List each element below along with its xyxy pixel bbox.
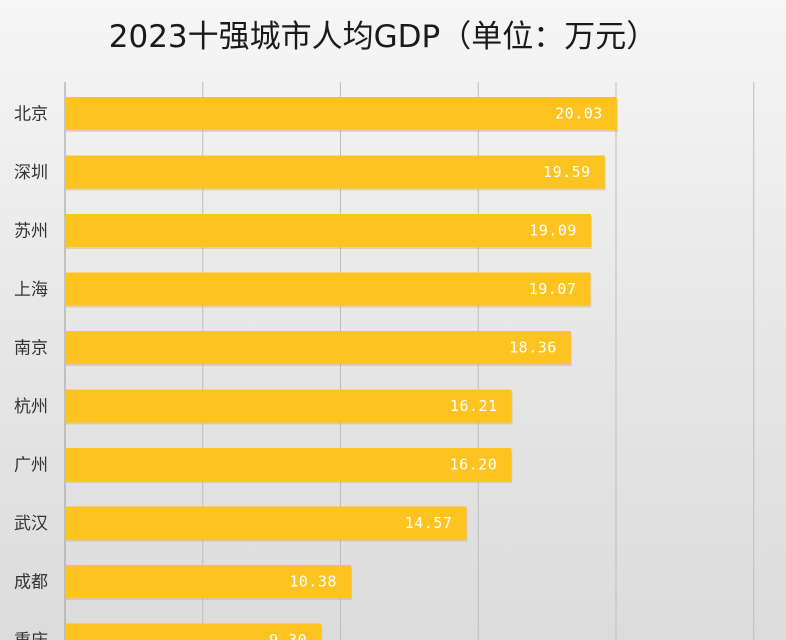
bar	[65, 389, 512, 423]
bar	[65, 155, 605, 189]
value-label: 16.21	[450, 397, 498, 415]
value-label: 10.38	[289, 573, 337, 591]
bar	[65, 272, 591, 306]
value-label: 19.07	[529, 280, 577, 298]
chart-title: 2023十强城市人均GDP（单位：万元）	[109, 19, 657, 55]
bar	[65, 448, 512, 481]
category-label: 武汉	[14, 514, 48, 534]
bar	[65, 97, 617, 130]
value-label: 20.03	[555, 105, 603, 123]
bar-row: 苏州 19.09	[14, 214, 592, 249]
category-label: 成都	[14, 573, 48, 593]
value-label: 16.20	[450, 456, 498, 474]
category-label: 苏州	[14, 222, 48, 242]
value-label: 14.57	[405, 514, 453, 532]
category-label: 重庆	[14, 631, 48, 640]
bar-row: 北京 20.03	[14, 97, 618, 132]
value-label: 19.59	[543, 163, 591, 181]
bar	[65, 565, 351, 598]
category-label: 深圳	[14, 163, 48, 183]
category-label: 南京	[14, 339, 48, 359]
bar	[65, 214, 591, 247]
category-label: 北京	[14, 105, 48, 125]
bar-row: 上海 19.07	[14, 272, 592, 308]
bar-row: 重庆 9.30	[14, 623, 323, 640]
category-label: 上海	[14, 280, 48, 300]
bar	[65, 506, 467, 540]
value-label: 18.36	[509, 339, 557, 357]
bars: 北京 20.03 深圳 19.59 苏州 19.09 上海 19.07 南京 18.36 杭州 16.…	[14, 97, 618, 640]
category-label: 杭州	[14, 397, 48, 417]
bar-row: 成都 10.38	[14, 565, 352, 600]
value-label: 9.30	[269, 631, 307, 640]
bar-row: 南京 18.36	[14, 331, 572, 366]
category-label: 广州	[14, 456, 48, 476]
bar	[65, 623, 322, 640]
bar-row: 深圳 19.59	[14, 155, 606, 191]
value-label: 19.09	[529, 222, 577, 240]
bar-row: 杭州 16.21	[14, 389, 513, 425]
bar	[65, 331, 571, 364]
bar-row: 武汉 14.57	[14, 506, 468, 542]
bar-row: 广州 16.20	[14, 448, 513, 483]
